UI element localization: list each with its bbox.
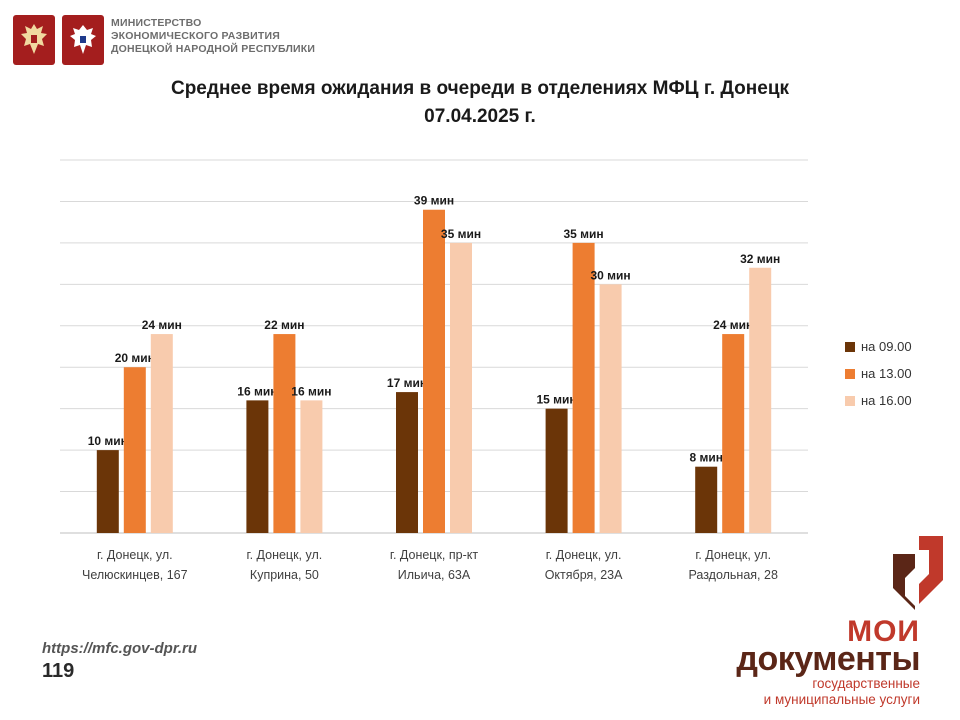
bar xyxy=(749,267,772,533)
bar xyxy=(246,400,269,533)
data-label: 10 мин xyxy=(88,434,128,448)
category-label: г. Донецк, ул. xyxy=(97,548,173,562)
page-number: 119 xyxy=(42,660,75,682)
bar xyxy=(599,284,622,533)
data-label: 15 мин xyxy=(537,393,577,407)
data-label: 24 мин xyxy=(713,318,753,332)
double-headed-eagle-icon xyxy=(21,24,47,54)
legend-item: на 16.00 xyxy=(845,387,912,414)
legend-label: на 09.00 xyxy=(861,339,912,354)
bar xyxy=(722,334,745,533)
category-label: Раздольная, 28 xyxy=(688,568,777,582)
data-label: 24 мин xyxy=(142,318,182,332)
bar xyxy=(423,209,445,533)
bar xyxy=(396,392,418,533)
legend-label: на 16.00 xyxy=(861,393,912,408)
brand-line-3: государственные xyxy=(812,676,920,691)
category-label: г. Донецк, ул. xyxy=(247,548,323,562)
brand-line-4: и муниципальные услуги xyxy=(763,692,920,707)
data-label: 35 мин xyxy=(564,227,604,241)
data-label: 16 мин xyxy=(237,384,277,398)
bar xyxy=(123,367,146,533)
legend-item: на 13.00 xyxy=(845,360,912,387)
bar xyxy=(300,400,323,533)
bar xyxy=(96,450,119,533)
data-label: 8 мин xyxy=(689,451,723,465)
eagle-shield-icon xyxy=(70,25,96,54)
chart-legend: на 09.00 на 13.00 на 16.00 xyxy=(845,333,912,414)
moi-dokumenty-logo-icon xyxy=(893,536,943,610)
category-label: г. Донецк, ул. xyxy=(546,548,622,562)
legend-label: на 13.00 xyxy=(861,366,912,381)
bar-chart: 10 мин 20 мин 24 мин г. Донецк, ул. Челюскин… xyxy=(60,159,808,582)
data-label: 16 мин xyxy=(291,384,331,398)
data-label: 35 мин xyxy=(441,227,481,241)
category-label: Октября, 23А xyxy=(545,568,623,582)
category-label: Ильича, 63А xyxy=(398,568,471,582)
data-label: 20 мин xyxy=(115,351,155,365)
category-label: Куприна, 50 xyxy=(250,568,319,582)
bar xyxy=(545,408,568,533)
legend-item: на 09.00 xyxy=(845,333,912,360)
website-url[interactable]: https://mfc.gov-dpr.ru xyxy=(42,640,197,657)
category-label: г. Донецк, пр-кт xyxy=(390,548,478,562)
chart-title: Среднее время ожидания в очереди в отдел… xyxy=(170,78,790,99)
coat-of-arms-emblem xyxy=(13,15,55,65)
legend-swatch xyxy=(845,341,855,352)
legend-swatch xyxy=(845,368,855,379)
data-label: 39 мин xyxy=(414,194,454,208)
brand-line-1: МОИ xyxy=(847,615,920,648)
bar xyxy=(572,242,595,533)
chart-subtitle: 07.04.2025 г. xyxy=(424,106,536,127)
bar xyxy=(273,334,296,533)
data-label: 22 мин xyxy=(264,318,304,332)
ministry-line: МИНИСТЕРСТВО xyxy=(111,17,202,29)
ministry-line: ДОНЕЦКОЙ НАРОДНОЙ РЕСПУБЛИКИ xyxy=(111,43,316,55)
category-label: Челюскинцев, 167 xyxy=(82,568,188,582)
legend-swatch xyxy=(845,395,855,406)
bar xyxy=(150,334,173,533)
data-label: 32 мин xyxy=(740,252,780,266)
brand-line-2: документы xyxy=(736,640,920,678)
data-label: 17 мин xyxy=(387,376,427,390)
category-label: г. Донецк, ул. xyxy=(695,548,771,562)
ministry-name: МИНИСТЕРСТВО ЭКОНОМИЧЕСКОГО РАЗВИТИЯ ДОН… xyxy=(111,17,315,56)
bar xyxy=(450,242,472,533)
republic-emblem xyxy=(62,15,104,65)
data-label: 30 мин xyxy=(591,268,631,282)
ministry-line: ЭКОНОМИЧЕСКОГО РАЗВИТИЯ xyxy=(111,30,281,42)
bar xyxy=(695,466,718,533)
